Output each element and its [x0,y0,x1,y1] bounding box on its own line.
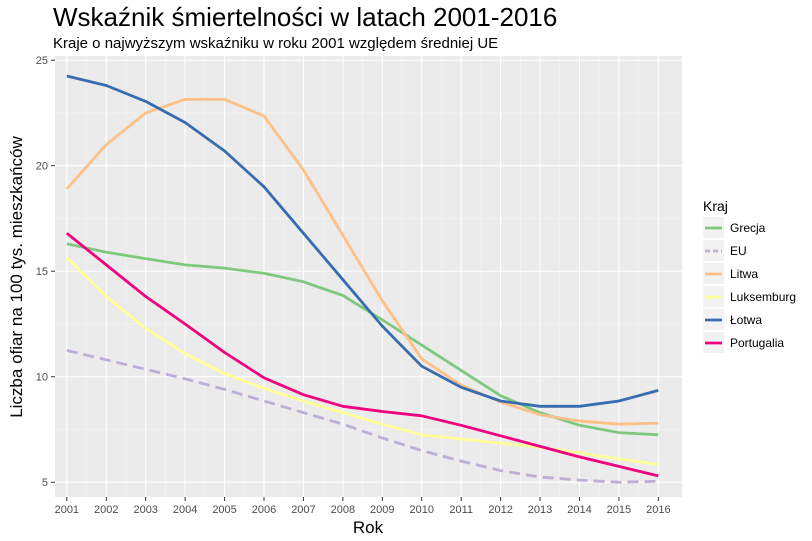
x-tick-label: 2003 [133,504,157,516]
x-tick-label: 2016 [646,504,670,516]
series-line [65,232,659,478]
x-tick-label: 2010 [409,504,433,516]
legend-label: Grecja [730,221,766,235]
y-axis: 5 10 15 20 25 [36,55,55,489]
x-tick-label: 2001 [55,504,79,516]
major-gridlines [55,56,682,497]
chart-title: Wskaźnik śmiertelności w latach 2001-201… [53,2,558,32]
legend-label: EU [730,244,747,258]
y-tick-label: 25 [36,55,48,67]
y-tick-label: 5 [42,477,48,489]
series-line [65,256,659,466]
legend-label: Luksemburg [730,290,796,304]
legend-label: Litwa [730,267,758,281]
legend: Kraj Grecja EU Litwa Luksemburg Łotwa Portuga… [703,198,796,353]
x-tick-label: 2012 [488,504,512,516]
x-tick-label: 2015 [607,504,631,516]
x-tick-label: 2013 [528,504,552,516]
x-tick-label: 2004 [173,504,197,516]
series-lines [65,74,659,484]
chart-subtitle: Kraje o najwyższym wskaźniku w roku 2001… [53,35,499,52]
x-tick-label: 2007 [291,504,315,516]
x-tick-label: 2014 [567,504,591,516]
series-line [65,97,659,426]
legend-label: Portugalia [730,336,784,350]
y-axis-title: Liczba ofiar na 100 tys. mieszkańców [7,135,26,417]
minor-gridlines [55,56,682,497]
y-tick-label: 15 [36,266,48,278]
legend-label: Łotwa [730,313,762,327]
x-tick-label: 2002 [94,504,118,516]
series-line [66,349,659,484]
x-tick-label: 2005 [212,504,236,516]
x-axis: 2001 2002 2003 2004 2005 2006 2007 2008 2009 2010… [55,497,671,516]
x-tick-label: 2011 [449,504,473,516]
y-tick-label: 20 [36,161,48,173]
series-line [66,74,659,408]
legend-title: Kraj [703,198,728,214]
y-tick-label: 10 [36,372,48,384]
x-tick-label: 2009 [370,504,394,516]
x-tick-label: 2008 [331,504,355,516]
x-axis-title: Rok [353,518,384,537]
x-tick-label: 2006 [252,504,276,516]
